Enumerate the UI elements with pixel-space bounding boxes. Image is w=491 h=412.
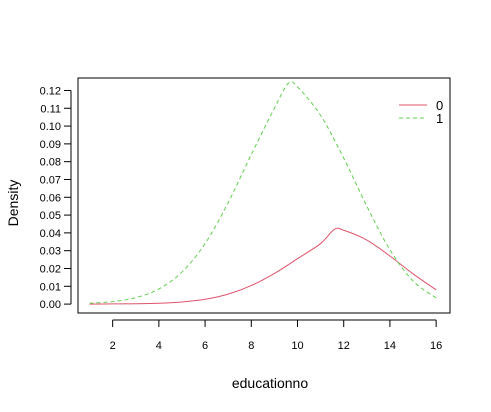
legend-label-0: 0 bbox=[436, 98, 443, 113]
y-tick-label: 0.10 bbox=[40, 121, 61, 133]
y-tick-label: 0.05 bbox=[40, 210, 61, 222]
y-axis: 0.00 0.01 0.02 0.03 0.04 0.05 0.06 0.07 0.08 0.09… bbox=[40, 85, 72, 311]
series-layer bbox=[89, 81, 437, 305]
x-tick-label: 6 bbox=[202, 340, 208, 352]
legend-label-1: 1 bbox=[436, 111, 443, 126]
x-tick-label: 4 bbox=[156, 340, 162, 352]
x-tick-label: 14 bbox=[384, 340, 396, 352]
y-tick-label: 0.01 bbox=[40, 281, 61, 293]
y-tick-label: 0.08 bbox=[40, 157, 61, 169]
y-tick-label: 0.07 bbox=[40, 174, 61, 186]
x-axis: 2 4 6 8 10 12 14 16 bbox=[110, 319, 442, 352]
x-tick-label: 16 bbox=[430, 340, 442, 352]
y-axis-title: Density bbox=[5, 180, 21, 227]
y-tick-label: 0.11 bbox=[40, 103, 61, 115]
legend: 01 bbox=[399, 98, 443, 126]
plot-frame bbox=[77, 77, 451, 314]
series-line-1 bbox=[89, 81, 437, 304]
series-line-0 bbox=[89, 227, 437, 305]
x-axis-title: educationno bbox=[232, 375, 309, 391]
y-tick-label: 0.03 bbox=[40, 246, 61, 258]
x-tick-label: 12 bbox=[338, 340, 350, 352]
y-tick-label: 0.02 bbox=[40, 263, 61, 275]
y-tick-label: 0.09 bbox=[40, 139, 61, 151]
y-tick-label: 0.12 bbox=[40, 85, 61, 97]
y-tick-label: 0.00 bbox=[40, 299, 61, 311]
x-tick-label: 10 bbox=[291, 340, 303, 352]
y-tick-label: 0.06 bbox=[40, 192, 61, 204]
y-tick-label: 0.04 bbox=[40, 228, 61, 240]
x-tick-label: 8 bbox=[248, 340, 254, 352]
x-tick-label: 2 bbox=[110, 340, 116, 352]
